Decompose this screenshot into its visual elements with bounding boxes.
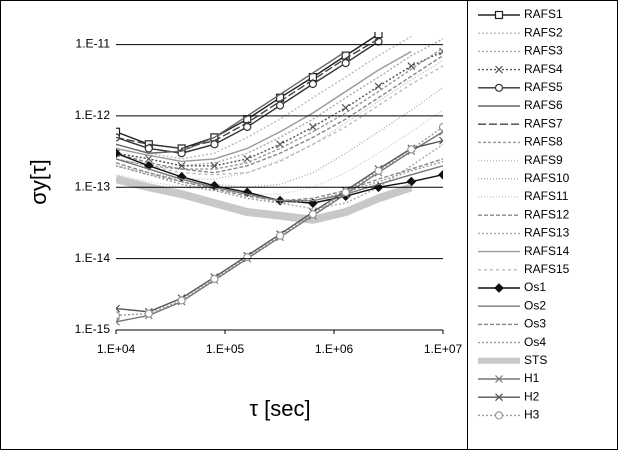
series-line	[116, 47, 443, 170]
marker	[308, 210, 317, 219]
x-tick-label: 1.E+05	[206, 342, 245, 356]
x-tick-label: 1.E+07	[424, 342, 463, 356]
series-line	[116, 59, 443, 180]
legend-label: RAFS13	[524, 226, 570, 240]
legend-label: H1	[524, 371, 540, 385]
marker	[116, 148, 121, 159]
y-axis-title: σy[τ]	[26, 159, 51, 205]
marker	[308, 123, 317, 131]
marker	[144, 154, 153, 163]
marker	[143, 160, 154, 171]
marker	[406, 176, 417, 187]
series-line	[116, 126, 443, 317]
legend-label: Os3	[524, 317, 546, 331]
marker	[341, 103, 350, 112]
legend-marker	[494, 83, 504, 92]
series-line	[116, 175, 413, 224]
series-line	[116, 50, 412, 163]
y-tick-label: 1.E-13	[75, 179, 111, 193]
marker	[116, 127, 121, 136]
marker	[407, 62, 416, 70]
marker	[144, 144, 153, 153]
legend-box	[467, 0, 618, 450]
marker	[210, 274, 219, 284]
legend-label: RAFS6	[524, 98, 563, 112]
marker	[374, 166, 383, 175]
plot-area	[116, 32, 443, 326]
series-line	[116, 55, 443, 174]
legend-marker	[495, 393, 503, 402]
marker	[243, 253, 252, 262]
marker	[275, 101, 285, 110]
legend-label: RAFS7	[524, 116, 563, 130]
legend-label: H3	[524, 408, 540, 422]
legend-label: Os4	[524, 335, 546, 349]
legend-label: RAFS15	[524, 262, 570, 276]
x-tick-label: 1.E+04	[97, 342, 136, 356]
series-line	[116, 50, 347, 154]
legend-label: RAFS8	[524, 135, 563, 149]
marker	[209, 180, 220, 191]
series-line	[116, 160, 443, 204]
series-line	[116, 65, 443, 176]
legend-label: RAFS9	[524, 153, 563, 167]
legend-marker	[495, 65, 503, 74]
marker	[438, 169, 443, 180]
legend-label: Os1	[524, 280, 546, 294]
marker	[438, 122, 443, 132]
marker	[374, 82, 383, 91]
legend-label: RAFS10	[524, 171, 570, 185]
marker	[210, 140, 219, 149]
legend-marker	[494, 411, 504, 420]
marker	[116, 304, 120, 313]
legend-label: Os2	[524, 298, 546, 312]
x-tick-label: 1.E+06	[315, 342, 354, 356]
x-axis-title: τ [sec]	[249, 396, 310, 421]
marker	[116, 317, 120, 326]
legend-label: RAFS14	[524, 244, 570, 258]
legend-label: RAFS4	[524, 62, 563, 76]
series-line	[116, 86, 443, 188]
marker	[407, 145, 416, 154]
legend-label: STS	[524, 353, 547, 367]
legend-marker	[494, 10, 504, 20]
legend-label: RAFS12	[524, 207, 570, 221]
series-line	[116, 158, 443, 202]
series-line	[116, 35, 412, 160]
y-tick-label: 1.E-11	[76, 37, 111, 51]
y-tick-label: 1.E-14	[75, 251, 111, 265]
marker	[341, 58, 350, 68]
marker	[177, 161, 186, 170]
marker	[177, 296, 186, 305]
marker	[116, 311, 121, 320]
marker	[341, 188, 350, 197]
marker	[275, 231, 285, 240]
legend-label: RAFS2	[524, 25, 563, 39]
series-line	[116, 38, 379, 150]
legend-label: RAFS11	[524, 189, 569, 203]
marker	[439, 136, 443, 145]
marker	[144, 309, 153, 318]
legend-label: RAFS1	[524, 7, 563, 21]
y-tick-label: 1.E-12	[75, 108, 111, 122]
y-tick-label: 1.E-15	[75, 322, 111, 336]
legend-label: H2	[524, 389, 540, 403]
legend-marker	[495, 375, 503, 383]
legend-label: RAFS5	[524, 80, 563, 94]
series-line	[116, 109, 443, 195]
legend-marker	[494, 283, 504, 293]
legend-label: RAFS3	[524, 44, 563, 58]
